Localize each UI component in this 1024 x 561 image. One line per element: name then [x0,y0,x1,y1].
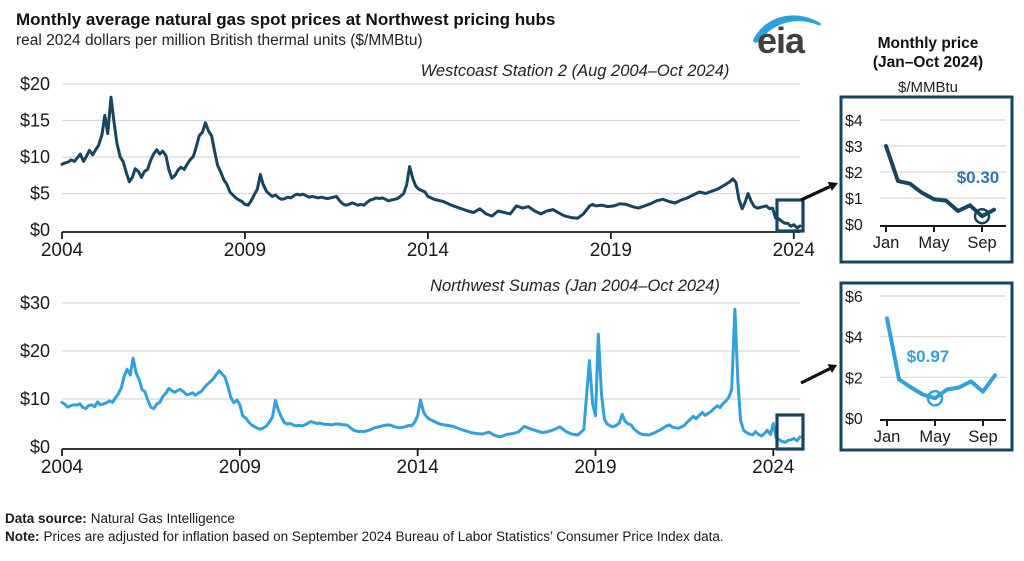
westcoast-inset-chart: $0 $1 $2 $3 $4 Jan May Sep $0.30 [839,95,1014,264]
westcoast-inset-gridlines [880,119,1006,199]
sumas-x-axis: 2004 2009 2014 2019 2024 [41,448,800,478]
inset-heading-line2: (Jan–Oct 2024) [872,54,984,71]
svg-text:$4: $4 [845,113,863,130]
svg-text:$0: $0 [30,220,50,240]
data-source-text: Natural Gas Intelligence [90,511,235,526]
svg-text:Jan: Jan [873,234,900,252]
data-source-line: Data source: Natural Gas Intelligence [5,510,724,528]
note-label: Note: [5,529,40,544]
westcoast-inset-callout-value: $0.30 [957,168,1000,187]
westcoast-x-axis: 2004 2009 2014 2019 2024 [41,231,816,260]
svg-text:$0: $0 [845,411,863,428]
svg-text:2019: 2019 [590,240,632,260]
westcoast-inset-y-axis-labels: $0 $1 $2 $3 $4 [845,113,863,234]
page-subtitle: real 2024 dollars per million British th… [16,32,423,49]
sumas-inset-callout-marker [926,390,944,407]
svg-text:2019: 2019 [574,457,616,478]
note-line: Note: Prices are adjusted for inflation b… [5,528,724,546]
svg-text:$0: $0 [30,437,50,457]
westcoast-inset-x-axis: Jan May Sep [873,225,1006,252]
inset-panel-heading: Monthly price (Jan–Oct 2024) $/MMBtu [838,34,1018,97]
svg-text:2014: 2014 [397,457,440,478]
svg-text:$2: $2 [845,370,863,387]
sumas-inset-callout-value: $0.97 [907,347,950,366]
sumas-chart: $0 $10 $20 $30 2004 2009 2014 2019 2024 [20,293,805,478]
svg-text:2024: 2024 [752,457,795,478]
svg-text:$1: $1 [845,191,863,208]
svg-text:May: May [919,428,951,446]
svg-text:$3: $3 [845,139,863,156]
sumas-inset-border [839,281,1014,452]
svg-text:2024: 2024 [773,240,816,260]
svg-text:$30: $30 [20,293,50,313]
svg-text:2004: 2004 [41,457,84,478]
arrow-to-westcoast-inset-icon [800,181,838,202]
svg-text:$5: $5 [30,184,50,204]
eia-logo: eia [753,15,821,58]
svg-text:2009: 2009 [219,457,261,478]
sumas-y-axis-labels: $0 $10 $20 $30 [20,293,50,457]
note-text: Prices are adjusted for inflation based … [43,529,724,544]
westcoast-inset-callout-marker [973,207,991,225]
svg-text:Jan: Jan [874,428,901,446]
inset-heading-line1: Monthly price [877,35,979,52]
sumas-gridlines [62,302,800,400]
svg-text:$2: $2 [845,165,863,182]
westcoast-inset-border [839,95,1014,264]
svg-text:$4: $4 [845,330,863,347]
eia-logo-swoosh-icon [753,15,821,43]
svg-text:Sep: Sep [967,234,996,252]
footer-notes: Data source: Natural Gas Intelligence Not… [5,510,724,546]
westcoast-chart-title: Westcoast Station 2 (Aug 2004–Oct 2024) [420,62,730,80]
svg-text:$15: $15 [20,111,50,131]
westcoast-gridlines [62,83,800,195]
sumas-series-line [60,307,802,444]
sumas-2024-highlight-box [775,413,805,451]
svg-text:Sep: Sep [968,428,997,446]
svg-text:$20: $20 [20,341,50,361]
westcoast-y-axis-labels: $0 $5 $10 $15 $20 [20,74,50,240]
westcoast-2024-highlight-box [775,198,805,233]
svg-text:$20: $20 [20,74,50,94]
sumas-inset-gridlines [880,295,1006,378]
svg-text:$6: $6 [845,289,863,306]
svg-text:2014: 2014 [407,240,450,260]
arrow-to-sumas-inset-icon [800,364,837,385]
svg-text:May: May [918,234,950,252]
svg-text:$10: $10 [20,147,50,167]
svg-text:$10: $10 [20,389,50,409]
inset-units-label: $/MMBtu [897,79,958,96]
svg-text:$0: $0 [845,217,863,234]
westcoast-series-line [60,95,802,230]
data-source-label: Data source: [5,511,87,526]
svg-text:2004: 2004 [41,240,84,260]
eia-logo-text: eia [757,20,806,58]
westcoast-chart: $0 $5 $10 $15 $20 2004 2009 2014 2019 2024 [20,74,816,260]
sumas-inset-y-axis-labels: $0 $2 $4 $6 [845,289,863,428]
sumas-chart-title: Northwest Sumas (Jan 2004–Oct 2024) [430,277,720,295]
sumas-inset-x-axis: Jan May Sep [874,419,1006,446]
page-title: Monthly average natural gas spot prices … [16,10,556,29]
sumas-inset-chart: $0 $2 $4 $6 Jan May Sep $0.97 [839,281,1014,452]
svg-text:2009: 2009 [224,240,266,260]
